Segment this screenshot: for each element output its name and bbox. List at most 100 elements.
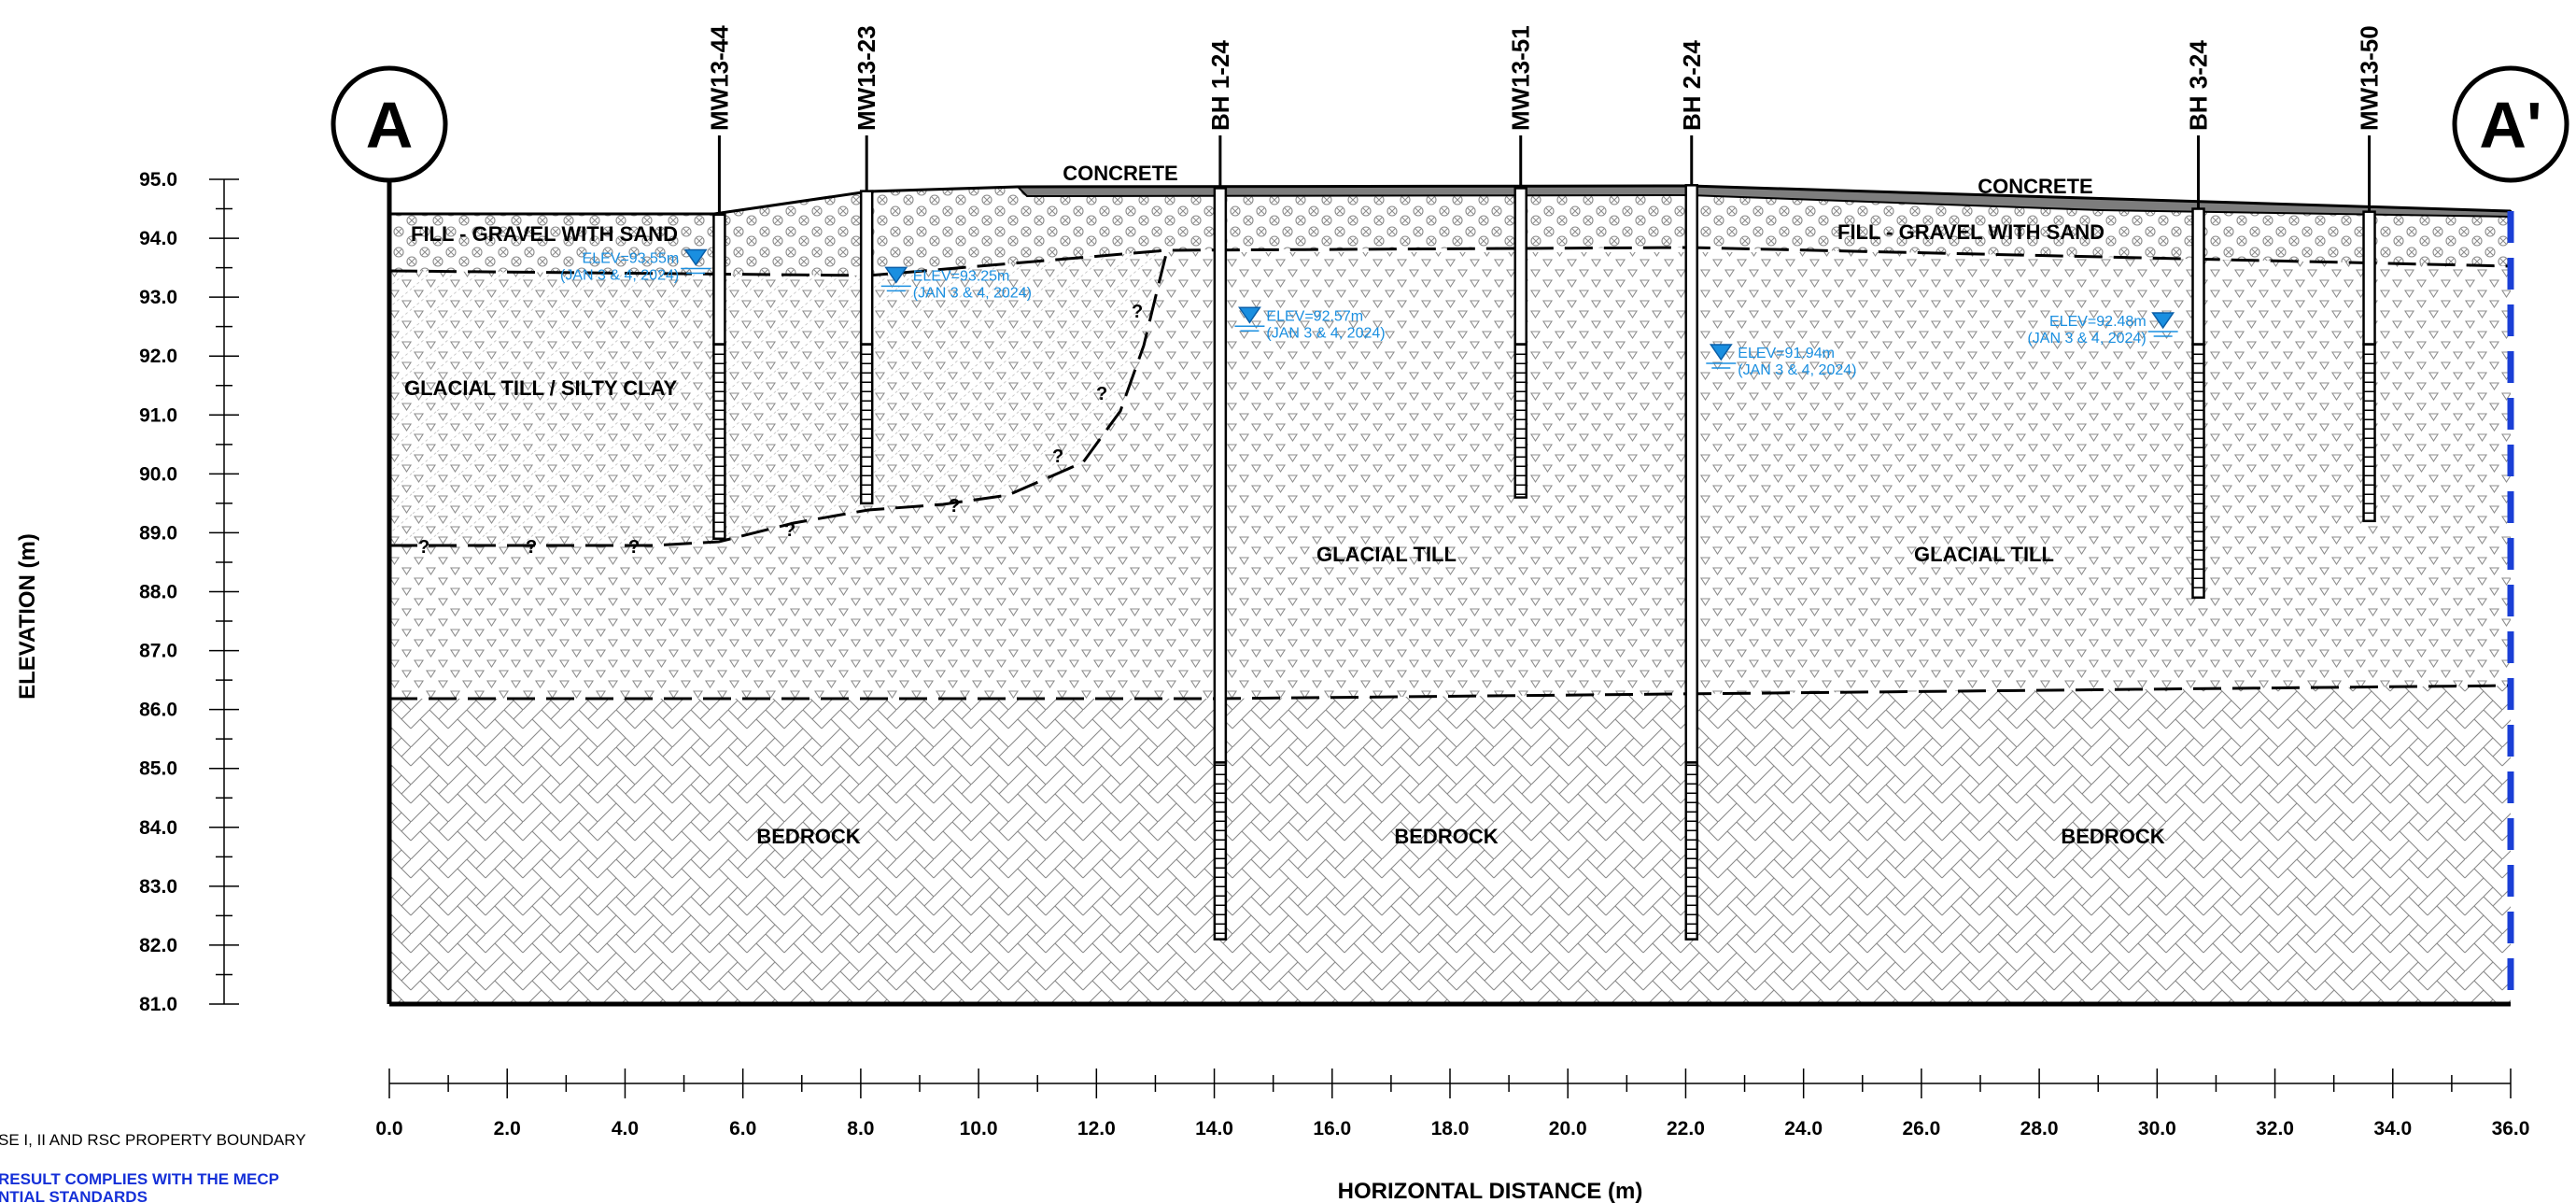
well-screen (2362, 343, 2376, 523)
question-mark: ? (418, 537, 429, 558)
well-casing (2362, 210, 2376, 346)
question-mark: ? (1096, 384, 1107, 404)
x-tick-label: 36.0 (2492, 1118, 2530, 1139)
fill-gravel-label: FILL - GRAVEL WITH SAND (411, 222, 678, 246)
question-mark: ? (1052, 446, 1063, 467)
water-level-date: (JAN 3 & 4, 2024) (2027, 331, 2146, 347)
borehole: BH 3-24 (2185, 40, 2213, 600)
x-tick-label: 28.0 (2020, 1118, 2059, 1139)
borehole-label: MW13-44 (705, 25, 733, 131)
y-tick-label: 95.0 (139, 169, 177, 191)
y-tick-label: 88.0 (139, 582, 177, 603)
elevation-axis-title: ELEVATION (m) (15, 533, 40, 700)
x-tick-label: 34.0 (2373, 1118, 2412, 1139)
water-level-marker: ELEV=92.48m(JAN 3 & 4, 2024) (2027, 312, 2178, 347)
question-mark: ? (526, 537, 537, 558)
borehole: BH 2-24 (1678, 40, 1706, 941)
silty-clay-layer (389, 250, 1167, 545)
water-level-icon (1709, 344, 1733, 361)
borehole-label: MW13-50 (2356, 25, 2384, 131)
silty-clay-label: GLACIAL TILL / SILTY CLAY (404, 376, 677, 400)
boreholes: MW13-44 MW13-23 BH 1-24 MW13-51 BH 2-24 BH 3-… (705, 25, 2384, 941)
water-level-marker: ELEV=93.55m(JAN 3 & 4, 2024) (560, 248, 711, 283)
water-level-elevation: ELEV=91.94m (1738, 346, 1835, 361)
glacial-till-label: GLACIAL TILL (1316, 543, 1457, 566)
water-level-icon (683, 248, 708, 266)
fill-gravel-label: FILL - GRAVEL WITH SAND (1837, 220, 2104, 244)
well-casing (712, 213, 726, 346)
y-tick-label: 91.0 (139, 404, 177, 426)
well-screen (712, 343, 726, 540)
water-level-marker: ELEV=91.94m(JAN 3 & 4, 2024) (1706, 344, 1856, 378)
well-screen (1513, 343, 1527, 499)
question-mark: ? (628, 537, 640, 558)
y-tick-label: 84.0 (139, 817, 177, 839)
x-tick-label: 10.0 (960, 1118, 998, 1139)
legend-complies-line2: NTIAL STANDARDS (0, 1188, 148, 1203)
water-level-date: (JAN 3 & 4, 2024) (913, 285, 1032, 301)
y-tick-label: 94.0 (139, 228, 177, 249)
section-marker-a-label: A (366, 89, 414, 162)
well-screen (2191, 343, 2205, 600)
water-level-elevation: ELEV=92.48m (2049, 314, 2147, 330)
borehole-label: MW13-23 (852, 25, 880, 131)
borehole: MW13-50 (2356, 25, 2384, 523)
question-mark: ? (949, 496, 960, 517)
borehole-label: BH 1-24 (1206, 40, 1234, 131)
bedrock-label: BEDROCK (2061, 825, 2164, 848)
uncertain-contact-marks: ? ? ? ? ? ? ? ? (418, 302, 1143, 558)
section-frame (387, 179, 2514, 1007)
y-tick-label: 82.0 (139, 935, 177, 956)
well-casing (859, 190, 874, 346)
y-tick-label: 85.0 (139, 758, 177, 780)
legend: SE I, II AND RSC PROPERTY BOUNDARY RESUL… (0, 1131, 306, 1203)
borehole: BH 1-24 (1206, 40, 1234, 941)
bedrock-label: BEDROCK (1394, 825, 1498, 848)
distance-axis: 0.0 2.0 4.0 6.0 8.0 10.0 12.0 14.0 16.0 18.0 20.0 2… (375, 1069, 2529, 1139)
x-tick-label: 18.0 (1431, 1118, 1470, 1139)
bedrock-layer (389, 686, 2511, 1004)
bedrock-label: BEDROCK (756, 825, 860, 848)
well-screen (1213, 761, 1228, 941)
y-tick-label: 81.0 (139, 994, 177, 1015)
borehole-label: BH 3-24 (2185, 40, 2213, 131)
well-screen (1684, 761, 1699, 941)
water-level-elevation: ELEV=93.25m (913, 268, 1010, 284)
x-tick-label: 22.0 (1667, 1118, 1705, 1139)
glacial-till-label: GLACIAL TILL (1914, 543, 2054, 566)
question-mark: ? (1132, 302, 1143, 322)
water-level-date: (JAN 3 & 4, 2024) (560, 267, 679, 283)
x-tick-label: 2.0 (494, 1118, 521, 1139)
well-screen (859, 343, 874, 505)
well-casing (2191, 207, 2205, 346)
water-level-date: (JAN 3 & 4, 2024) (1738, 362, 1856, 378)
x-tick-label: 20.0 (1549, 1118, 1587, 1139)
x-tick-label: 14.0 (1195, 1118, 1233, 1139)
ground-surface (389, 184, 2512, 216)
water-level-marker: ELEV=92.57m(JAN 3 & 4, 2024) (1234, 306, 1386, 341)
y-tick-label: 93.0 (139, 287, 177, 308)
y-tick-label: 86.0 (139, 700, 177, 721)
x-tick-label: 8.0 (847, 1118, 874, 1139)
water-levels: ELEV=93.55m(JAN 3 & 4, 2024) ELEV=93.25m(… (560, 248, 2178, 378)
water-level-date: (JAN 3 & 4, 2024) (1266, 325, 1385, 341)
y-tick-label: 87.0 (139, 641, 177, 662)
borehole-label: MW13-51 (1507, 25, 1535, 131)
geology-layers (389, 184, 2512, 1004)
section-marker-a: A (331, 65, 448, 183)
borehole: MW13-51 (1507, 25, 1535, 499)
well-casing (1684, 184, 1699, 764)
x-tick-label: 6.0 (729, 1118, 756, 1139)
x-tick-label: 12.0 (1077, 1118, 1116, 1139)
legend-complies-line1: RESULT COMPLIES WITH THE MECP (0, 1170, 279, 1188)
x-tick-label: 16.0 (1313, 1118, 1351, 1139)
borehole-label: BH 2-24 (1678, 40, 1706, 131)
question-mark: ? (784, 520, 795, 541)
water-level-elevation: ELEV=92.57m (1266, 308, 1363, 324)
y-tick-label: 89.0 (139, 522, 177, 544)
water-level-icon (884, 266, 908, 284)
y-tick-label: 83.0 (139, 876, 177, 898)
elevation-axis: 95.0 94.0 93.0 92.0 91.0 90.0 89.0 88.0 87.0 86.0… (139, 169, 239, 1015)
y-tick-label: 92.0 (139, 346, 177, 367)
